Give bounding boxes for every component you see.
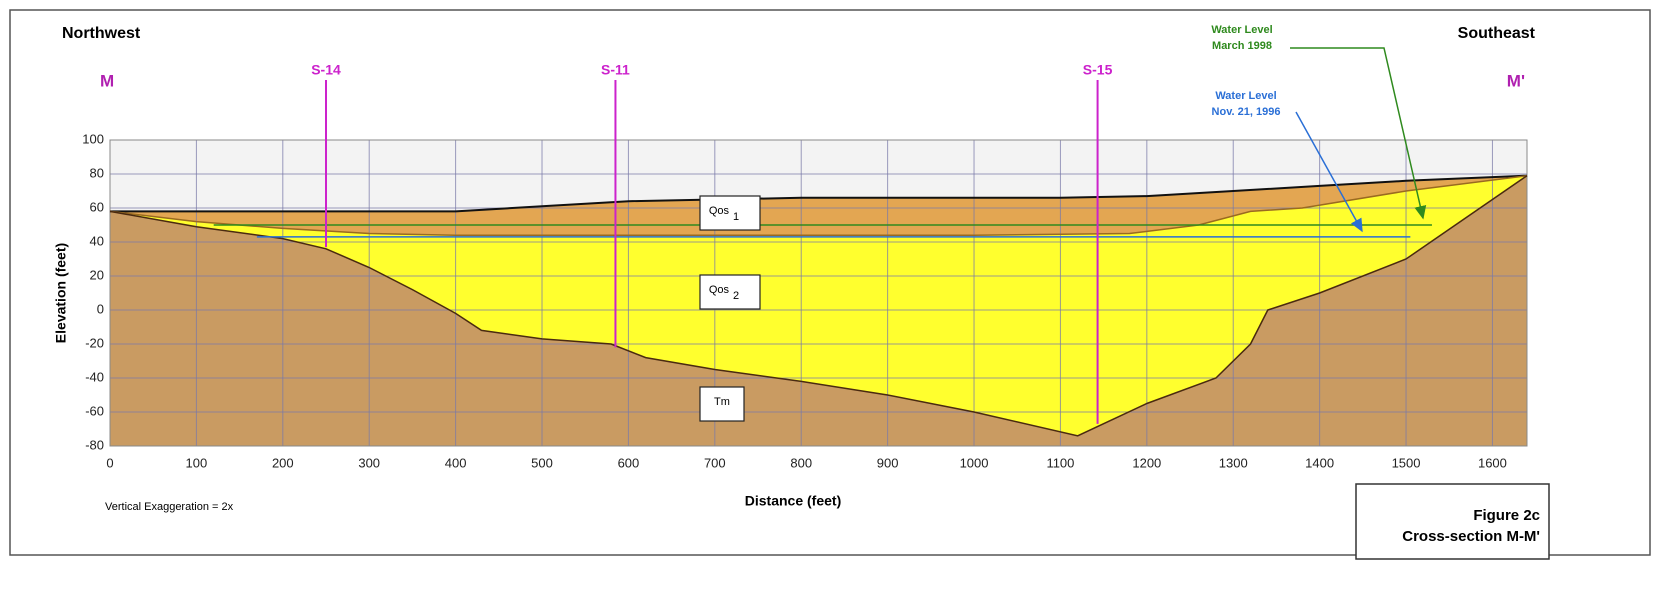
- y-tick-label: -20: [85, 335, 104, 350]
- x-tick-label: 300: [358, 455, 380, 470]
- water-level-label: March 1998: [1212, 40, 1272, 52]
- y-tick-label: 60: [90, 199, 104, 214]
- section-start: M: [100, 71, 114, 90]
- x-tick-label: 600: [618, 455, 640, 470]
- x-tick-label: 700: [704, 455, 726, 470]
- layer-subscript: 2: [733, 290, 739, 302]
- x-axis-label: Distance (feet): [745, 493, 841, 509]
- x-tick-label: 500: [531, 455, 553, 470]
- water-level-label: Water Level: [1211, 24, 1272, 36]
- y-tick-label: 40: [90, 233, 104, 248]
- figure-caption: Cross-section M-M': [1402, 528, 1540, 545]
- y-tick-label: -40: [85, 369, 104, 384]
- well-label: S-15: [1083, 62, 1113, 78]
- x-tick-label: 1200: [1132, 455, 1161, 470]
- y-tick-label: 20: [90, 267, 104, 282]
- layer-name: Qos: [709, 205, 730, 217]
- y-tick-label: -60: [85, 403, 104, 418]
- x-tick-label: 1500: [1392, 455, 1421, 470]
- well-label: S-14: [311, 62, 341, 78]
- direction-left: Northwest: [62, 25, 141, 42]
- layer-name: Qos: [709, 284, 730, 296]
- x-tick-label: 200: [272, 455, 294, 470]
- x-tick-label: 900: [877, 455, 899, 470]
- x-tick-label: 1000: [960, 455, 989, 470]
- x-tick-label: 400: [445, 455, 467, 470]
- x-tick-label: 800: [790, 455, 812, 470]
- y-axis-label: Elevation (feet): [53, 243, 69, 343]
- x-tick-label: 100: [186, 455, 208, 470]
- x-tick-label: 1600: [1478, 455, 1507, 470]
- water-level-label: Nov. 21, 1996: [1212, 106, 1281, 118]
- direction-right: Southeast: [1458, 25, 1536, 42]
- x-tick-label: 0: [106, 455, 113, 470]
- layer-subscript: 1: [733, 211, 739, 223]
- x-tick-label: 1300: [1219, 455, 1248, 470]
- figure-number: Figure 2c: [1473, 507, 1540, 524]
- chart: Northwest Southeast M M' Distance (feet)…: [0, 0, 1658, 589]
- water-level-label: Water Level: [1215, 90, 1276, 102]
- well-label: S-11: [601, 62, 630, 78]
- y-tick-label: 0: [97, 301, 104, 316]
- y-tick-label: 80: [90, 165, 104, 180]
- layer-label: Tm: [714, 396, 730, 408]
- note: Vertical Exaggeration = 2x: [105, 501, 234, 513]
- layer-name: Tm: [714, 396, 730, 408]
- y-tick-label: 100: [82, 131, 104, 146]
- y-tick-label: -80: [85, 437, 104, 452]
- x-tick-label: 1100: [1046, 455, 1074, 470]
- x-tick-label: 1400: [1305, 455, 1334, 470]
- section-end: M': [1507, 71, 1525, 90]
